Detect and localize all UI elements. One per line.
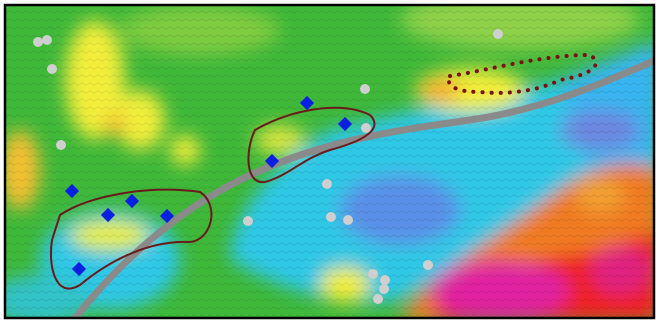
dot [47, 64, 57, 74]
contour-map [0, 0, 658, 322]
dot [361, 123, 371, 133]
dot [343, 215, 353, 225]
dot [493, 29, 503, 39]
dot [380, 275, 390, 285]
dot [423, 260, 433, 270]
dot [326, 212, 336, 222]
dot [368, 269, 378, 279]
map-surface [0, 0, 658, 322]
dot [42, 35, 52, 45]
dot [379, 284, 389, 294]
dot [360, 84, 370, 94]
page: {} [0, 0, 658, 322]
dot [322, 179, 332, 189]
dot [33, 37, 43, 47]
dot [373, 294, 383, 304]
dot [243, 216, 253, 226]
dot [56, 140, 66, 150]
contour-lines [0, 0, 658, 322]
